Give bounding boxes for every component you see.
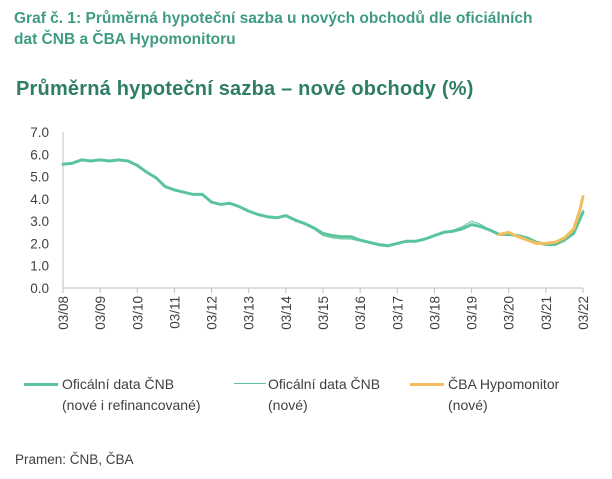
x-tick-label: 03/10: [130, 296, 145, 330]
y-tick-label: 7.0: [30, 125, 49, 140]
figure-heading-line-2: dat ČNB a ČBA Hypomonitoru: [14, 31, 236, 48]
y-tick-label: 0.0: [30, 281, 49, 296]
y-tick-label: 6.0: [30, 147, 49, 162]
legend-swatch-cnb-all: [24, 383, 58, 386]
source-note: Pramen: ČNB, ČBA: [15, 452, 134, 467]
legend-label-cnb-all-line-1: Oficální data ČNB: [62, 376, 175, 392]
x-tick-label: 03/16: [353, 296, 368, 330]
figure-heading-line-1: Graf č. 1: Průměrná hypoteční sazba u no…: [14, 10, 533, 27]
legend-item-cba: ČBA Hypomonitor (nové): [408, 374, 600, 416]
line-chart: 0.0 1.0 2.0 3.0 4.0 5.0 6.0 7.0 03/08 03/09 03/10 0…: [30, 125, 591, 330]
x-tick-label: 03/18: [427, 296, 442, 330]
x-tick-label: 03/14: [279, 296, 294, 330]
legend-label-cnb-new-line-2: (nové): [268, 397, 308, 413]
y-tick-label: 4.0: [30, 192, 49, 207]
chart-legend: Oficální data ČNB (nové i refinancované)…: [22, 374, 602, 420]
x-tick-label: 03/09: [93, 296, 108, 330]
legend-swatch-cnb-new: [234, 383, 266, 384]
x-tick-label: 03/19: [465, 296, 480, 330]
x-tick-label: 03/15: [316, 296, 331, 330]
y-tick-label: 3.0: [30, 214, 49, 229]
y-tick-label: 2.0: [30, 236, 49, 251]
x-tick-label: 03/12: [205, 296, 220, 330]
x-tick-label: 03/17: [390, 296, 405, 330]
x-tick-label: 03/11: [167, 296, 182, 329]
x-tick-label: 03/13: [242, 296, 257, 330]
legend-label-cba-line-1: ČBA Hypomonitor: [448, 376, 560, 392]
x-tick-label: 03/08: [56, 296, 71, 330]
series-line-2: [294, 209, 584, 248]
legend-label-cnb-new-line-1: Oficální data ČNB: [268, 376, 381, 392]
legend-swatch-cba: [410, 383, 444, 386]
legend-label-cnb-all-line-2: (nové i refinancované): [62, 397, 201, 413]
series-line-3: [497, 195, 585, 245]
x-tick-label: 03/20: [502, 296, 517, 330]
x-tick-label: 03/21: [539, 296, 554, 330]
figure-heading: Graf č. 1: Průměrná hypoteční sazba u no…: [14, 8, 604, 50]
chart-title: Průměrná hypoteční sazba – nové obchody …: [16, 78, 474, 100]
legend-item-cnb-all: Oficální data ČNB (nové i refinancované): [22, 374, 252, 416]
x-tick-label: 03/22: [576, 296, 591, 330]
series-line-1: [61, 158, 585, 248]
legend-label-cba-line-2: (nové): [448, 397, 488, 413]
y-tick-label: 5.0: [30, 170, 49, 185]
legend-item-cnb-new: Oficální data ČNB (nové): [232, 374, 422, 416]
y-tick-label: 1.0: [30, 259, 49, 274]
